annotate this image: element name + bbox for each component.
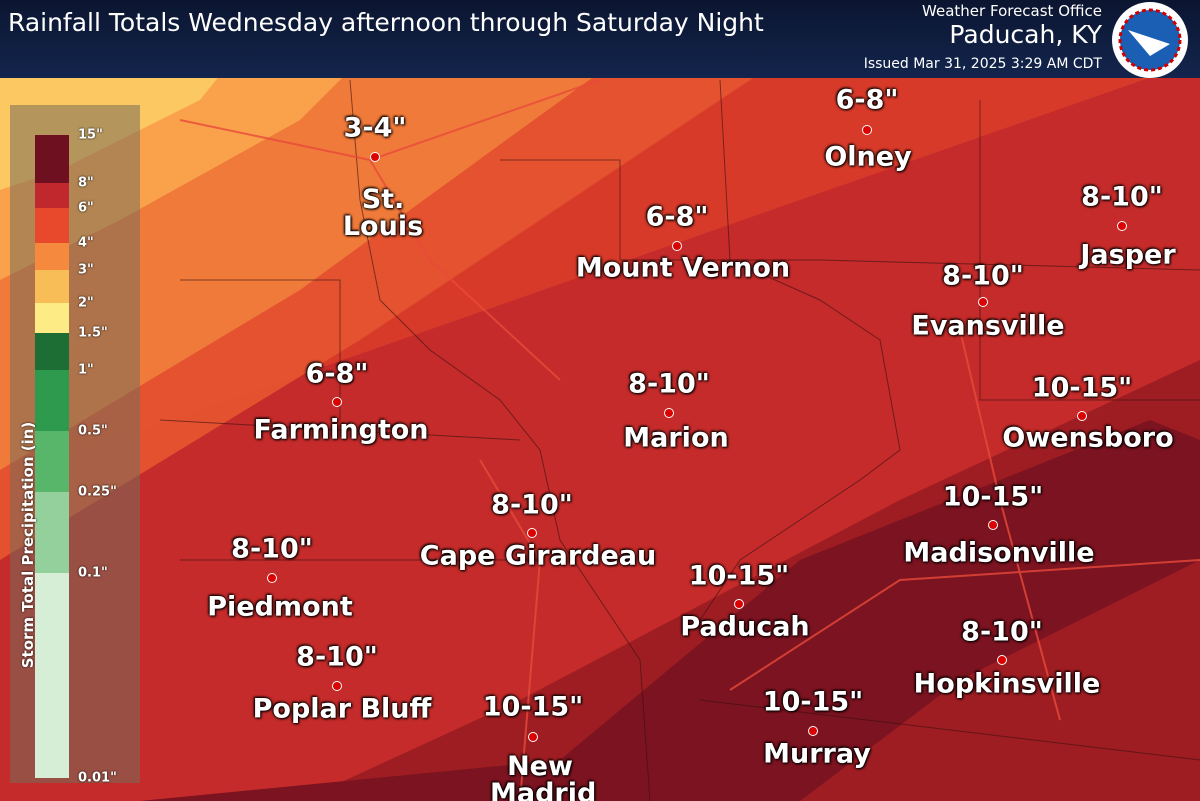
legend-tick-label: 0.5"	[78, 423, 108, 439]
legend-bar	[35, 135, 69, 778]
city-amount: 8-10"	[491, 489, 573, 521]
city-marker	[808, 726, 818, 736]
office-location: Paducah, KY	[949, 20, 1102, 49]
city-name: Marion	[623, 422, 729, 454]
city-marker	[862, 125, 872, 135]
office-label: Weather Forecast Office	[922, 2, 1102, 20]
city-marker	[527, 528, 537, 538]
city-amount: 6-8"	[645, 201, 709, 233]
legend-tick-label: 1.5"	[78, 325, 108, 341]
city-name: Cape Girardeau	[419, 540, 657, 572]
legend-tick-label: 6"	[78, 200, 94, 216]
city-amount: 3-4"	[343, 112, 407, 144]
city-marker	[528, 732, 538, 742]
legend: Storm Total Precipitation (in) 15" 8" 6" 4"…	[10, 105, 140, 786]
city-name: Murray	[763, 738, 871, 770]
nws-logo	[1112, 2, 1188, 78]
city-name: Hopkinsville	[913, 668, 1101, 700]
city-name: Piedmont	[207, 591, 353, 623]
city-amount: 10-15"	[942, 481, 1044, 513]
city-name: Farmington	[253, 414, 429, 446]
city-name: Poplar Bluff	[252, 693, 432, 725]
city-amount: 8-10"	[296, 641, 378, 673]
legend-tick-label: 1"	[78, 362, 94, 378]
legend-swatch	[35, 135, 69, 183]
city-amount: 10-15"	[688, 560, 790, 592]
city-marker	[988, 520, 998, 530]
legend-tick-label: 8"	[78, 175, 94, 191]
legend-tick-label: 3"	[78, 262, 94, 278]
city-name: St. Louis	[342, 184, 424, 242]
city-name: Madisonville	[903, 537, 1095, 569]
legend-swatch	[35, 270, 69, 303]
city-marker	[664, 408, 674, 418]
city-name: Owensboro	[1002, 422, 1174, 454]
legend-swatch	[35, 492, 69, 573]
city-marker	[332, 397, 342, 407]
legend-swatch	[35, 303, 69, 333]
city-amount: 8-10"	[231, 533, 313, 565]
city-marker	[1117, 221, 1127, 231]
legend-tick-label: 15"	[78, 127, 103, 143]
city-amount: 8-10"	[1081, 181, 1163, 213]
city-marker	[978, 297, 988, 307]
city-amount: 10-15"	[1031, 372, 1133, 404]
city-marker	[370, 152, 380, 162]
legend-swatch	[35, 431, 69, 492]
header-bar: Rainfall Totals Wednesday afternoon thro…	[0, 0, 1200, 78]
legend-tick-label: 2"	[78, 295, 94, 311]
city-marker	[267, 573, 277, 583]
city-amount: 10-15"	[482, 691, 584, 723]
legend-title: Storm Total Precipitation (in)	[19, 421, 37, 669]
legend-tick-label: 0.1"	[78, 565, 108, 581]
legend-tick-label: 0.01"	[78, 770, 117, 786]
issued-time: Issued Mar 31, 2025 3:29 AM CDT	[863, 56, 1102, 72]
city-name: Paducah	[680, 611, 810, 643]
city-amount: 8-10"	[961, 616, 1043, 648]
city-name: Mount Vernon	[575, 252, 791, 284]
legend-swatch	[35, 573, 69, 778]
city-marker	[734, 599, 744, 609]
legend-tick-label: 0.25"	[78, 484, 117, 500]
city-marker	[1077, 411, 1087, 421]
legend-swatch	[35, 243, 69, 270]
city-amount: 8-10"	[628, 368, 710, 400]
city-marker	[672, 241, 682, 251]
city-name: Olney	[824, 141, 912, 173]
city-name: Evansville	[911, 310, 1065, 342]
legend-swatch	[35, 208, 69, 243]
map-title: Rainfall Totals Wednesday afternoon thro…	[8, 8, 764, 37]
legend-swatch	[35, 183, 69, 208]
city-marker	[332, 681, 342, 691]
city-marker	[997, 655, 1007, 665]
legend-swatch	[35, 333, 69, 370]
city-amount: 6-8"	[835, 84, 899, 116]
legend-swatch	[35, 370, 69, 431]
city-amount: 8-10"	[942, 260, 1024, 292]
city-amount: 10-15"	[762, 686, 864, 718]
city-name: Jasper	[1080, 239, 1176, 271]
legend-tick-label: 4"	[78, 235, 94, 251]
city-amount: 6-8"	[305, 358, 369, 390]
city-name: New Madrid	[490, 751, 597, 801]
